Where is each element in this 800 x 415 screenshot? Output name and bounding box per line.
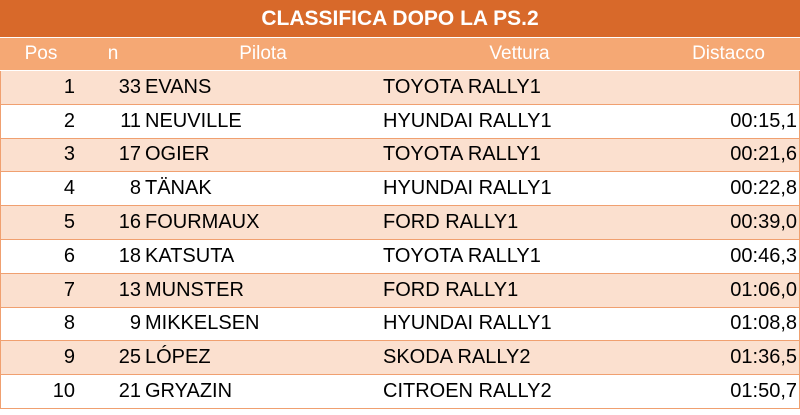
cell-n: 9 <box>129 312 141 335</box>
cell-pos: 9 <box>63 346 75 369</box>
cell-pos: 8 <box>63 312 75 335</box>
cell-pilota: FOURMAUX <box>145 211 260 234</box>
cell-pilota: LÓPEZ <box>145 346 211 369</box>
table-header: Pos n Pilota Vettura Distacco <box>0 38 800 71</box>
cell-pos: 3 <box>63 143 75 166</box>
cell-vettura: SKODA RALLY2 <box>383 346 531 369</box>
table-row: 9 25 LÓPEZ SKODA RALLY2 01:36,5 <box>1 341 799 376</box>
cell-distacco: 01:36,5 <box>730 346 797 369</box>
cell-pilota: EVANS <box>145 75 212 98</box>
cell-vettura: TOYOTA RALLY1 <box>383 75 541 98</box>
table-row: 1 33 EVANS TOYOTA RALLY1 <box>1 71 799 105</box>
cell-vettura: HYUNDAI RALLY1 <box>383 312 552 335</box>
cell-n: 25 <box>118 346 141 369</box>
cell-pilota: MUNSTER <box>145 278 244 301</box>
cell-pos: 2 <box>63 109 75 132</box>
cell-pilota: GRYAZIN <box>145 380 233 403</box>
cell-distacco: 01:50,7 <box>730 380 797 403</box>
cell-pilota: NEUVILLE <box>145 109 242 132</box>
cell-vettura: HYUNDAI RALLY1 <box>383 177 552 200</box>
cell-pos: 5 <box>63 211 75 234</box>
cell-pilota: OGIER <box>145 143 210 166</box>
cell-pilota: TÄNAK <box>145 177 212 200</box>
cell-vettura: FORD RALLY1 <box>383 278 519 301</box>
cell-n: 16 <box>118 211 141 234</box>
cell-distacco: 00:46,3 <box>730 244 797 267</box>
table-row: 3 17 OGIER TOYOTA RALLY1 00:21,6 <box>1 138 799 173</box>
cell-pos: 4 <box>63 177 75 200</box>
cell-distacco: 00:39,0 <box>730 211 797 234</box>
cell-distacco: 01:08,8 <box>730 312 797 335</box>
cell-n: 17 <box>118 143 141 166</box>
column-header-n: n <box>107 43 119 64</box>
table-row: 6 18 KATSUTA TOYOTA RALLY1 00:46,3 <box>1 239 799 274</box>
cell-distacco: 00:22,8 <box>730 177 797 200</box>
cell-pilota: MIKKELSEN <box>145 312 260 335</box>
cell-n: 18 <box>118 244 141 267</box>
cell-vettura: TOYOTA RALLY1 <box>383 244 541 267</box>
cell-vettura: CITROEN RALLY2 <box>383 380 552 403</box>
table-row: 8 9 MIKKELSEN HYUNDAI RALLY1 01:08,8 <box>1 307 799 342</box>
cell-pos: 6 <box>63 244 75 267</box>
cell-n: 33 <box>118 75 141 98</box>
column-header-vettura: Vettura <box>489 43 550 64</box>
cell-n: 8 <box>129 177 141 200</box>
cell-vettura: TOYOTA RALLY1 <box>383 143 541 166</box>
table-row: 7 13 MUNSTER FORD RALLY1 01:06,0 <box>1 273 799 308</box>
cell-distacco: 00:21,6 <box>730 143 797 166</box>
cell-pos: 1 <box>63 75 75 98</box>
cell-pos: 10 <box>52 380 75 403</box>
column-header-pilota: Pilota <box>239 43 287 64</box>
cell-pos: 7 <box>63 278 75 301</box>
cell-vettura: FORD RALLY1 <box>383 211 519 234</box>
cell-vettura: HYUNDAI RALLY1 <box>383 109 552 132</box>
table-row: 10 21 GRYAZIN CITROEN RALLY2 01:50,7 <box>1 375 799 409</box>
table-title: CLASSIFICA DOPO LA PS.2 <box>0 0 800 38</box>
column-header-pos: Pos <box>24 43 58 64</box>
table-row: 5 16 FOURMAUX FORD RALLY1 00:39,0 <box>1 206 799 240</box>
cell-distacco: 01:06,0 <box>730 278 797 301</box>
table-row: 2 11 NEUVILLE HYUNDAI RALLY1 00:15,1 <box>1 104 799 139</box>
cell-n: 13 <box>118 278 141 301</box>
table-body: 1 33 EVANS TOYOTA RALLY1 2 11 NEUVILLE H… <box>0 71 800 409</box>
column-header-distacco: Distacco <box>692 43 765 64</box>
table-row: 4 8 TÄNAK HYUNDAI RALLY1 00:22,8 <box>1 172 799 207</box>
cell-n: 21 <box>118 380 141 403</box>
cell-distacco: 00:15,1 <box>730 109 797 132</box>
cell-pilota: KATSUTA <box>145 244 235 267</box>
cell-n: 11 <box>120 109 141 132</box>
